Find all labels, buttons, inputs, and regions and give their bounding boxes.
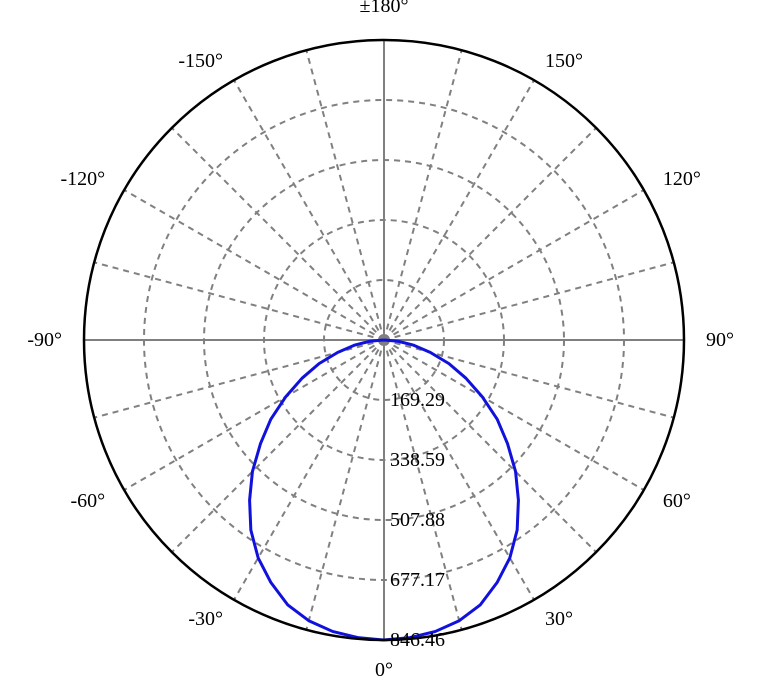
radial-labels: 169.29 338.59 507.88 677.17 846.46 <box>390 389 445 651</box>
angle-label: 150° <box>545 50 583 72</box>
radial-label: 338.59 <box>390 449 445 471</box>
angle-label: -150° <box>178 50 223 72</box>
radial-label: 507.88 <box>390 509 445 531</box>
angle-label: 120° <box>663 168 701 190</box>
angle-label: 30° <box>545 608 573 630</box>
angle-label: -60° <box>70 490 105 512</box>
radial-label: 169.29 <box>390 389 445 411</box>
angle-label: 0° <box>375 659 393 681</box>
angle-label: 60° <box>663 490 691 512</box>
radial-label: 677.17 <box>390 569 445 591</box>
angle-label: -120° <box>60 168 105 190</box>
angle-label: ±180° <box>360 0 409 17</box>
radial-label: 846.46 <box>390 629 445 651</box>
angle-label: 90° <box>706 329 734 351</box>
angle-label: -30° <box>188 608 223 630</box>
angle-label: -90° <box>27 329 62 351</box>
polar-chart: ±180° -150° 150° -120° 120° -90° 90° -60° 60° -30… <box>0 0 768 681</box>
